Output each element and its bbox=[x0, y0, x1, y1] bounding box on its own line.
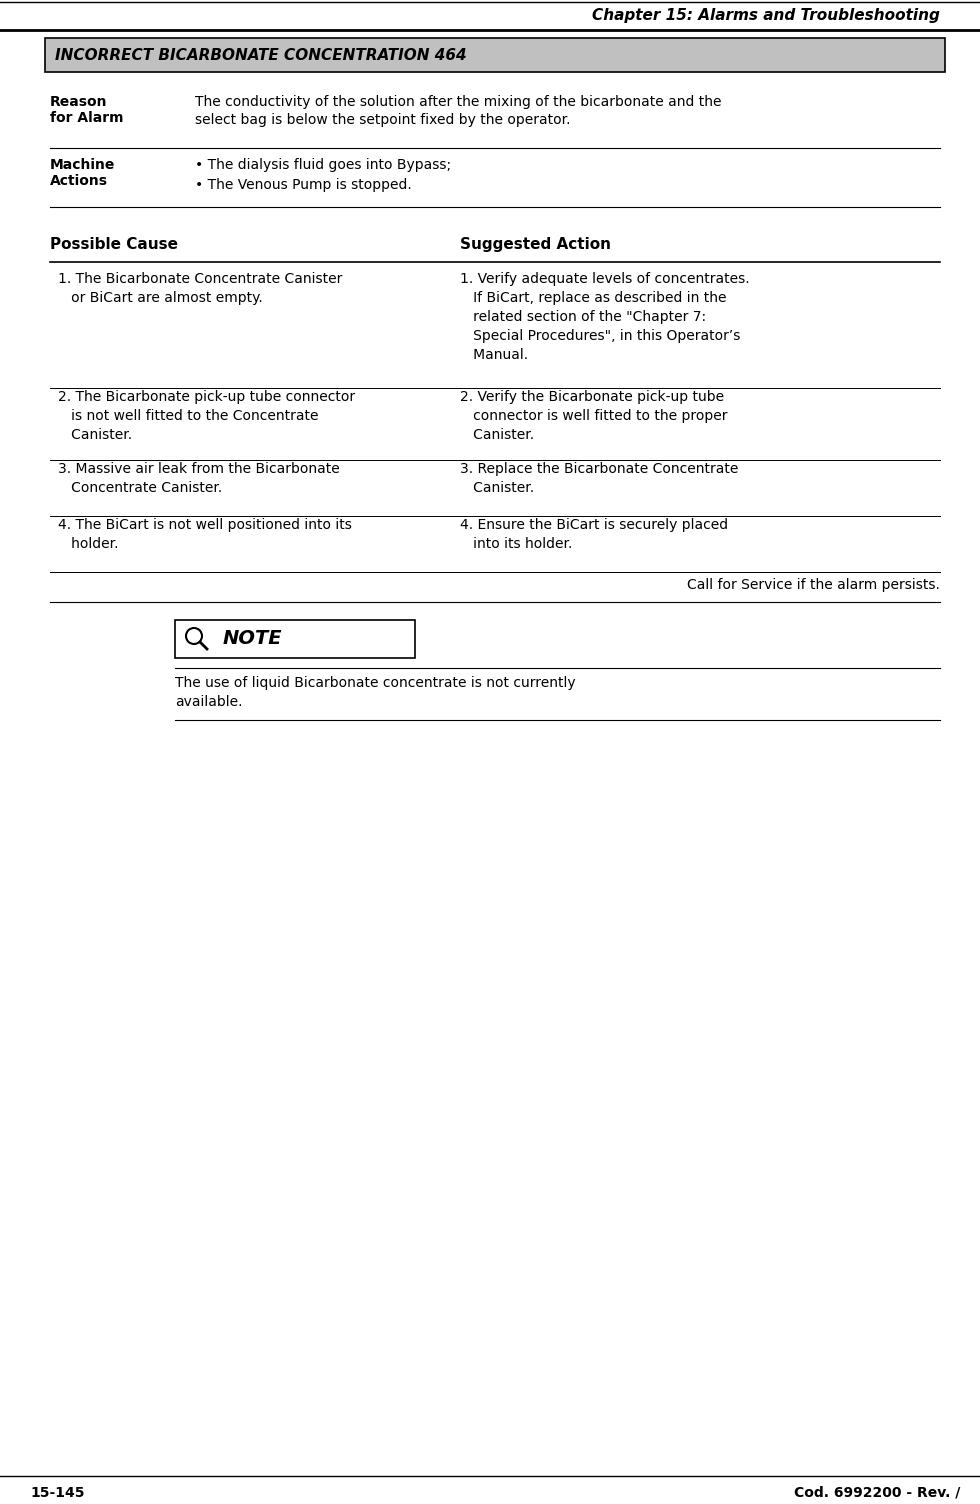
Text: Actions: Actions bbox=[50, 174, 108, 188]
Text: 2. The Bicarbonate pick-up tube connector
   is not well fitted to the Concentra: 2. The Bicarbonate pick-up tube connecto… bbox=[58, 390, 355, 442]
Text: 15-145: 15-145 bbox=[30, 1486, 84, 1499]
FancyBboxPatch shape bbox=[175, 620, 415, 659]
Text: INCORRECT BICARBONATE CONCENTRATION 464: INCORRECT BICARBONATE CONCENTRATION 464 bbox=[55, 48, 466, 63]
Text: NOTE: NOTE bbox=[223, 630, 282, 648]
Text: 2. Verify the Bicarbonate pick-up tube
   connector is well fitted to the proper: 2. Verify the Bicarbonate pick-up tube c… bbox=[460, 390, 727, 442]
Text: for Alarm: for Alarm bbox=[50, 111, 123, 125]
Text: 3. Massive air leak from the Bicarbonate
   Concentrate Canister.: 3. Massive air leak from the Bicarbonate… bbox=[58, 462, 340, 495]
Text: 1. Verify adequate levels of concentrates.
   If BiCart, replace as described in: 1. Verify adequate levels of concentrate… bbox=[460, 272, 750, 362]
Text: Possible Cause: Possible Cause bbox=[50, 238, 178, 253]
Text: Reason: Reason bbox=[50, 95, 108, 108]
Text: 4. Ensure the BiCart is securely placed
   into its holder.: 4. Ensure the BiCart is securely placed … bbox=[460, 517, 728, 550]
Text: Cod. 6992200 - Rev. /: Cod. 6992200 - Rev. / bbox=[794, 1486, 960, 1499]
Text: Chapter 15: Alarms and Troubleshooting: Chapter 15: Alarms and Troubleshooting bbox=[592, 8, 940, 23]
Text: • The dialysis fluid goes into Bypass;
• The Venous Pump is stopped.: • The dialysis fluid goes into Bypass; •… bbox=[195, 158, 451, 191]
Text: Suggested Action: Suggested Action bbox=[460, 238, 611, 253]
Bar bbox=[45, 38, 945, 72]
Text: 4. The BiCart is not well positioned into its
   holder.: 4. The BiCart is not well positioned int… bbox=[58, 517, 352, 550]
Text: Machine: Machine bbox=[50, 158, 116, 171]
Text: 1. The Bicarbonate Concentrate Canister
   or BiCart are almost empty.: 1. The Bicarbonate Concentrate Canister … bbox=[58, 272, 342, 305]
Text: 3. Replace the Bicarbonate Concentrate
   Canister.: 3. Replace the Bicarbonate Concentrate C… bbox=[460, 462, 738, 495]
Text: The use of liquid Bicarbonate concentrate is not currently
available.: The use of liquid Bicarbonate concentrat… bbox=[175, 675, 575, 710]
Text: Call for Service if the alarm persists.: Call for Service if the alarm persists. bbox=[687, 578, 940, 593]
Text: The conductivity of the solution after the mixing of the bicarbonate and the
sel: The conductivity of the solution after t… bbox=[195, 95, 721, 128]
